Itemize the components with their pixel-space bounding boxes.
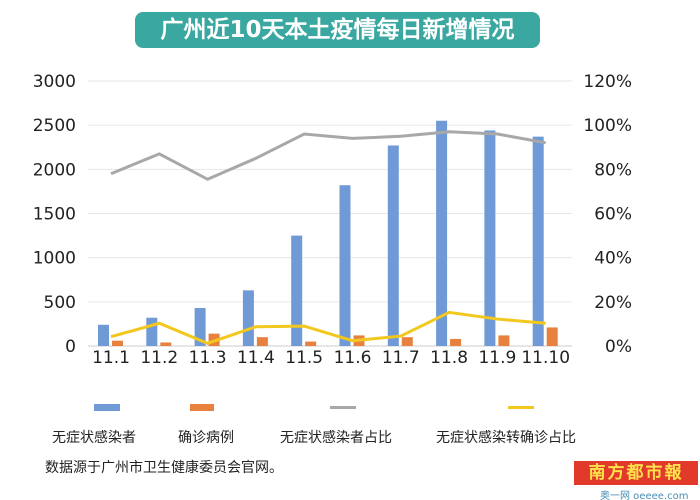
bar-asymptomatic <box>436 120 448 346</box>
legend-swatch-conversion-ratio <box>508 406 534 409</box>
x-axis-tick-label: 11.3 <box>189 348 227 368</box>
bar-confirmed <box>546 327 558 346</box>
newspaper-logo: 南方都市報 <box>574 461 698 485</box>
legend-swatch-asymptomatic <box>94 404 120 411</box>
x-axis-tick-label: 11.5 <box>285 348 323 368</box>
bar-asymptomatic <box>291 235 303 346</box>
left-axis-tick-label: 1500 <box>33 205 76 225</box>
right-axis-tick-label: 40% <box>594 249 632 269</box>
left-axis-tick-label: 3000 <box>33 72 76 92</box>
data-source-note: 数据源于广州市卫生健康委员会官网。 <box>45 460 283 476</box>
bar-confirmed <box>401 337 413 346</box>
x-axis-tick-label: 11.10 <box>521 348 570 368</box>
bar-asymptomatic <box>532 136 544 346</box>
bar-asymptomatic <box>339 185 351 346</box>
bar-asymptomatic <box>484 130 496 346</box>
right-axis-tick-label: 80% <box>594 160 632 180</box>
bar-confirmed <box>256 337 268 346</box>
legend-label-asymptomatic: 无症状感染者 <box>52 430 136 446</box>
right-axis-tick-label: 120% <box>583 72 632 92</box>
legend-swatch-confirmed <box>190 404 214 411</box>
chart-title: 广州近10天本土疫情每日新增情况 <box>135 12 540 48</box>
legend-label-confirmed: 确诊病例 <box>178 430 234 446</box>
bar-confirmed <box>160 342 172 346</box>
site-logo: 奥一网 oeeee.com <box>600 491 689 500</box>
bar-confirmed <box>498 335 510 346</box>
left-axis-tick-label: 2500 <box>33 116 76 136</box>
x-axis-tick-label: 11.1 <box>92 348 130 368</box>
right-axis-tick-label: 0% <box>605 337 632 357</box>
x-axis-tick-label: 11.6 <box>334 348 372 368</box>
right-axis-tick-label: 100% <box>583 116 632 136</box>
right-axis-tick-label: 60% <box>594 205 632 225</box>
x-axis-tick-label: 11.2 <box>140 348 178 368</box>
left-axis-tick-label: 0 <box>65 337 76 357</box>
legend-label-conversion-ratio: 无症状感染转确诊占比 <box>436 430 576 446</box>
left-axis-tick-label: 2000 <box>33 160 76 180</box>
legend-swatch-asymptomatic-ratio <box>330 406 356 409</box>
line-conversion-ratio <box>110 310 546 345</box>
right-axis-tick-label: 20% <box>594 293 632 313</box>
left-axis-tick-label: 1000 <box>33 249 76 269</box>
x-axis-tick-label: 11.8 <box>430 348 468 368</box>
bar-asymptomatic <box>242 290 254 346</box>
bar-confirmed <box>112 340 123 346</box>
x-axis-tick-label: 11.7 <box>382 348 420 368</box>
left-axis-tick-label: 500 <box>44 293 76 313</box>
x-axis-tick-label: 11.4 <box>237 348 275 368</box>
bar-asymptomatic <box>146 317 158 346</box>
bar-asymptomatic <box>387 145 399 346</box>
bar-asymptomatic <box>98 324 109 346</box>
bar-asymptomatic <box>194 308 206 346</box>
x-axis-tick-label: 11.9 <box>478 348 516 368</box>
line-asymptomatic-ratio <box>110 130 546 181</box>
bar-confirmed <box>450 338 462 346</box>
bar-confirmed <box>305 341 317 346</box>
legend-label-asymptomatic-ratio: 无症状感染者占比 <box>280 430 392 446</box>
